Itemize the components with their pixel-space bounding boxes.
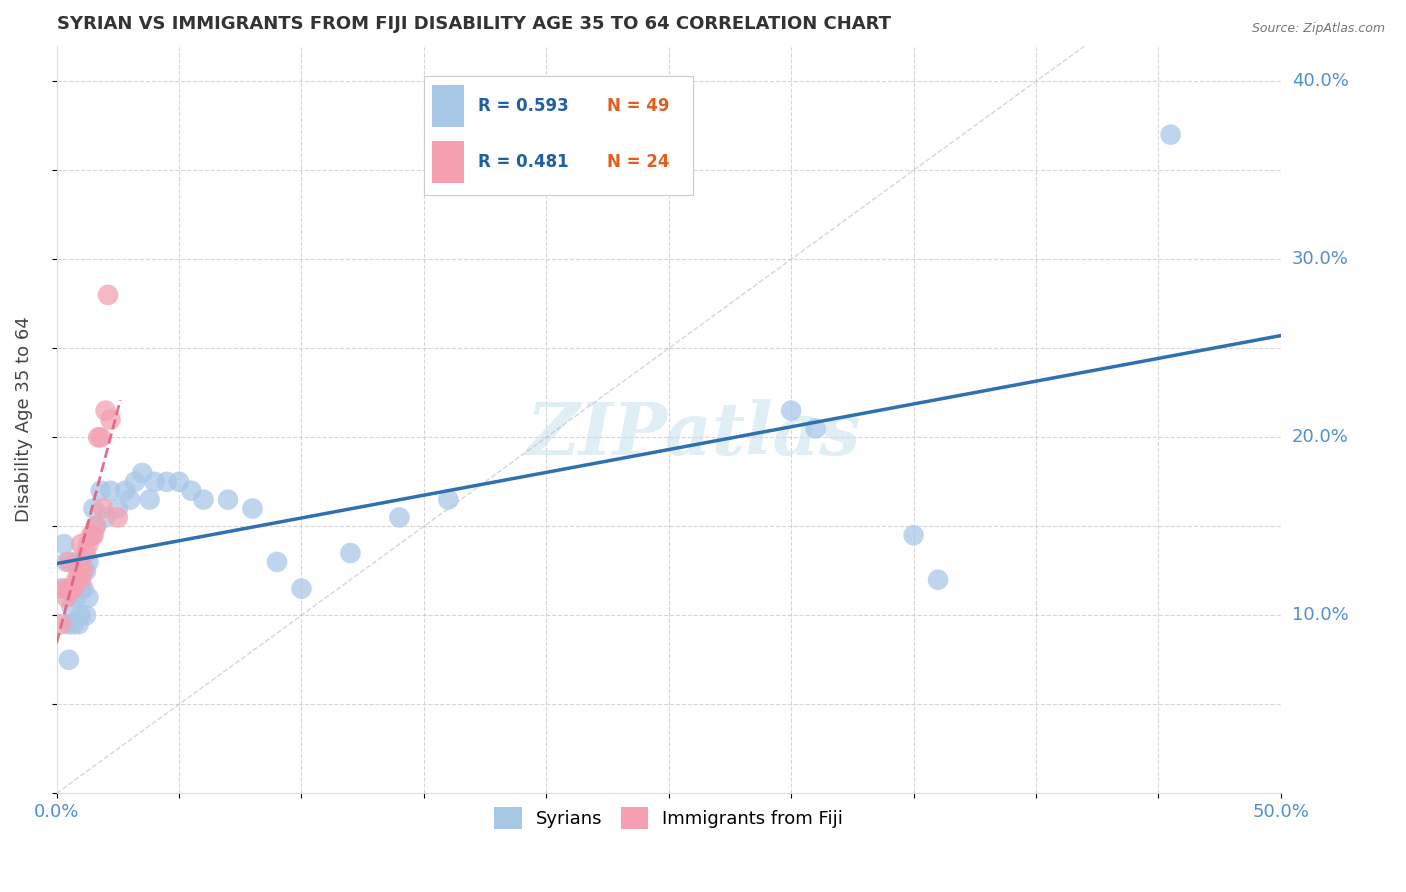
Point [51, 617, 73, 632]
Text: 30.0%: 30.0% [1292, 251, 1348, 268]
Point [84, 519, 107, 533]
Point [100, 483, 122, 498]
Point [193, 492, 215, 507]
Point [52, 582, 75, 596]
Point [100, 412, 122, 426]
Point [242, 501, 264, 516]
Point [114, 483, 136, 498]
Point [77, 591, 100, 605]
Point [927, 573, 949, 587]
Point [780, 403, 803, 417]
Point [72, 564, 94, 578]
Point [1160, 128, 1182, 142]
Text: ZIPatlas: ZIPatlas [526, 399, 860, 470]
Point [77, 555, 100, 569]
Point [62, 582, 84, 596]
Point [67, 573, 90, 587]
Y-axis label: Disability Age 35 to 64: Disability Age 35 to 64 [15, 317, 32, 523]
Point [70, 582, 93, 596]
Legend: Syrians, Immigrants from Fiji: Syrians, Immigrants from Fiji [488, 800, 851, 837]
Point [82, 528, 104, 542]
Point [180, 483, 202, 498]
Point [120, 492, 142, 507]
Point [75, 608, 97, 623]
Point [97, 288, 120, 302]
Point [77, 537, 100, 551]
Point [65, 555, 87, 569]
Point [82, 501, 104, 516]
Point [70, 608, 93, 623]
Point [94, 510, 117, 524]
Point [290, 582, 312, 596]
Point [138, 492, 160, 507]
Point [90, 483, 112, 498]
Point [437, 492, 460, 507]
Point [82, 528, 104, 542]
Point [167, 475, 190, 489]
Point [58, 653, 80, 667]
Point [70, 537, 93, 551]
Point [65, 573, 87, 587]
Point [124, 475, 146, 489]
Point [70, 573, 93, 587]
Point [58, 555, 80, 569]
Point [217, 492, 239, 507]
Point [58, 617, 80, 632]
Point [107, 510, 129, 524]
Point [90, 430, 112, 444]
Point [388, 510, 411, 524]
Point [339, 546, 361, 560]
Point [84, 519, 107, 533]
Point [903, 528, 925, 542]
Point [72, 582, 94, 596]
Point [58, 582, 80, 596]
Point [70, 555, 93, 569]
Point [52, 537, 75, 551]
Point [143, 475, 166, 489]
Point [62, 582, 84, 596]
Text: 40.0%: 40.0% [1292, 72, 1348, 90]
Point [94, 403, 117, 417]
Text: 10.0%: 10.0% [1292, 607, 1348, 624]
Point [266, 555, 288, 569]
Point [67, 564, 90, 578]
Point [67, 617, 90, 632]
Point [62, 617, 84, 632]
Point [87, 430, 110, 444]
Point [91, 501, 114, 516]
Point [131, 466, 153, 480]
Point [80, 528, 103, 542]
Point [60, 582, 83, 596]
Text: Source: ZipAtlas.com: Source: ZipAtlas.com [1251, 22, 1385, 36]
Point [107, 501, 129, 516]
Point [55, 555, 77, 569]
Text: SYRIAN VS IMMIGRANTS FROM FIJI DISABILITY AGE 35 TO 64 CORRELATION CHART: SYRIAN VS IMMIGRANTS FROM FIJI DISABILIT… [56, 15, 890, 33]
Point [75, 564, 97, 578]
Point [60, 599, 83, 614]
Text: 20.0%: 20.0% [1292, 428, 1348, 446]
Point [156, 475, 179, 489]
Point [75, 546, 97, 560]
Point [55, 591, 77, 605]
Point [65, 591, 87, 605]
Point [51, 582, 73, 596]
Point [804, 421, 827, 435]
